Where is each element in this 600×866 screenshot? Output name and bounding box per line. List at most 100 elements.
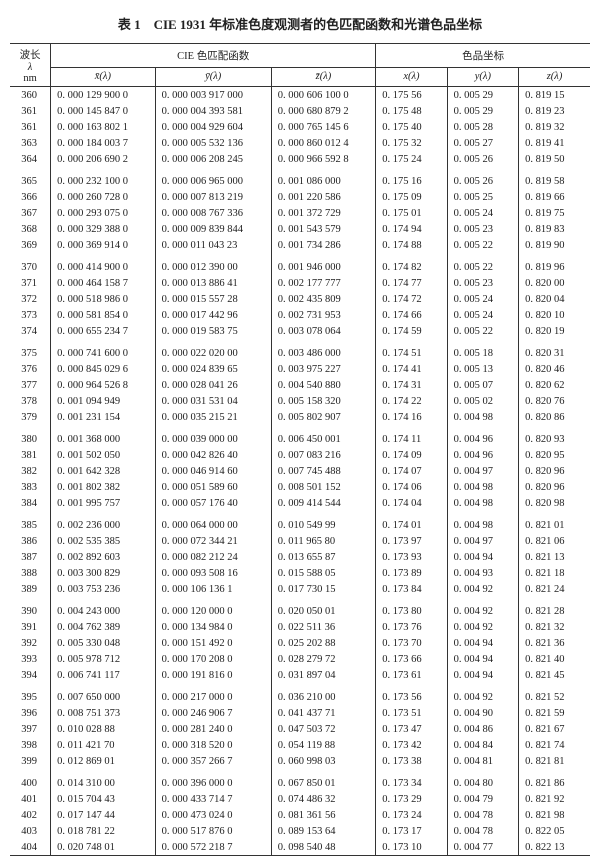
cell: 0. 173 38 (376, 753, 447, 769)
cell: 0. 173 24 (376, 807, 447, 823)
cell: 389 (10, 581, 51, 597)
cell: 0. 000 007 813 219 (155, 189, 271, 205)
cell: 0. 001 231 154 (51, 409, 156, 425)
header-ybar: ȳ(λ) (155, 67, 271, 86)
cell: 387 (10, 549, 51, 565)
table-row: 3630. 000 184 003 70. 000 005 532 1360. … (10, 135, 590, 151)
cell: 0. 001 368 000 (51, 431, 156, 447)
cell: 402 (10, 807, 51, 823)
cell: 0. 005 802 907 (271, 409, 376, 425)
cell: 0. 000 039 000 00 (155, 431, 271, 447)
cell: 0. 174 31 (376, 377, 447, 393)
cell: 0. 002 892 603 (51, 549, 156, 565)
cell: 0. 000 004 929 604 (155, 119, 271, 135)
cell: 0. 000 082 212 24 (155, 549, 271, 565)
cell: 0. 067 850 01 (271, 775, 376, 791)
cell: 373 (10, 307, 51, 323)
cell: 0. 174 88 (376, 237, 447, 253)
cell: 393 (10, 651, 51, 667)
header-chrom-group: 色品坐标 (376, 44, 590, 68)
cell: 0. 031 897 04 (271, 667, 376, 683)
cell: 0. 173 51 (376, 705, 447, 721)
cell: 0. 004 98 (447, 409, 518, 425)
cell: 0. 000 741 600 0 (51, 345, 156, 361)
cell: 0. 000 518 986 0 (51, 291, 156, 307)
cell: 0. 004 97 (447, 463, 518, 479)
cell: 0. 047 503 72 (271, 721, 376, 737)
cell: 0. 000 151 492 0 (155, 635, 271, 651)
cell: 0. 001 946 000 (271, 259, 376, 275)
cell: 0. 175 01 (376, 205, 447, 221)
table-row: 4020. 017 147 440. 000 473 024 00. 081 3… (10, 807, 590, 823)
cell: 0. 005 28 (447, 119, 518, 135)
cell: 0. 173 80 (376, 603, 447, 619)
cell: 0. 006 741 117 (51, 667, 156, 683)
cell: 0. 000 170 208 0 (155, 651, 271, 667)
cell: 0. 003 753 236 (51, 581, 156, 597)
cell: 0. 000 031 531 04 (155, 393, 271, 409)
cell: 0. 000 015 557 28 (155, 291, 271, 307)
table-row: 3600. 000 129 900 00. 000 003 917 0000. … (10, 87, 590, 104)
table-row: 3760. 000 845 029 60. 000 024 839 650. 0… (10, 361, 590, 377)
cell: 0. 007 745 488 (271, 463, 376, 479)
cell: 0. 000 064 000 00 (155, 517, 271, 533)
cell: 0. 822 13 (519, 839, 590, 856)
cell: 0. 017 730 15 (271, 581, 376, 597)
cell: 0. 821 81 (519, 753, 590, 769)
cell: 0. 000 163 802 1 (51, 119, 156, 135)
cell: 0. 000 217 000 0 (155, 689, 271, 705)
table-row: 3980. 011 421 700. 000 318 520 00. 054 1… (10, 737, 590, 753)
cell: 0. 004 93 (447, 565, 518, 581)
cell: 0. 000 318 520 0 (155, 737, 271, 753)
cell: 0. 174 94 (376, 221, 447, 237)
cell: 0. 005 29 (447, 103, 518, 119)
cell: 0. 000 008 767 336 (155, 205, 271, 221)
table-row: 3850. 002 236 0000. 000 064 000 000. 010… (10, 517, 590, 533)
cell: 360 (10, 87, 51, 104)
cell: 392 (10, 635, 51, 651)
cell: 0. 820 46 (519, 361, 590, 377)
cell: 0. 174 04 (376, 495, 447, 511)
cell: 0. 000 120 000 0 (155, 603, 271, 619)
cell: 0. 175 48 (376, 103, 447, 119)
cell: 0. 821 98 (519, 807, 590, 823)
cell: 0. 000 012 390 00 (155, 259, 271, 275)
cell: 404 (10, 839, 51, 856)
cell: 0. 000 184 003 7 (51, 135, 156, 151)
cell: 0. 005 26 (447, 173, 518, 189)
cell: 0. 005 13 (447, 361, 518, 377)
cell: 0. 000 145 847 0 (51, 103, 156, 119)
cell: 0. 000 357 266 7 (155, 753, 271, 769)
cell: 0. 822 05 (519, 823, 590, 839)
cell: 0. 173 84 (376, 581, 447, 597)
cell: 370 (10, 259, 51, 275)
cell: 0. 000 005 532 136 (155, 135, 271, 151)
cell: 0. 821 86 (519, 775, 590, 791)
cell: 0. 821 36 (519, 635, 590, 651)
cell: 0. 005 22 (447, 237, 518, 253)
cell: 0. 820 62 (519, 377, 590, 393)
cell: 0. 005 23 (447, 275, 518, 291)
header-wavelength: 波长λnm (10, 44, 51, 87)
cell: 369 (10, 237, 51, 253)
cell: 0. 000 013 886 41 (155, 275, 271, 291)
cell: 0. 005 02 (447, 393, 518, 409)
cell: 0. 000 246 906 7 (155, 705, 271, 721)
cell: 0. 036 210 00 (271, 689, 376, 705)
table-row: 3870. 002 892 6030. 000 082 212 240. 013… (10, 549, 590, 565)
cell: 0. 821 67 (519, 721, 590, 737)
cell: 0. 174 51 (376, 345, 447, 361)
cell: 0. 174 01 (376, 517, 447, 533)
cell: 0. 819 50 (519, 151, 590, 167)
cell: 0. 004 94 (447, 635, 518, 651)
cell: 0. 011 421 70 (51, 737, 156, 753)
cell: 0. 819 15 (519, 87, 590, 104)
cell: 0. 004 92 (447, 689, 518, 705)
cell: 0. 004 96 (447, 431, 518, 447)
cell: 0. 820 00 (519, 275, 590, 291)
table-row: 3960. 008 751 3730. 000 246 906 70. 041 … (10, 705, 590, 721)
cell: 0. 009 414 544 (271, 495, 376, 511)
header-x: x(λ) (376, 67, 447, 86)
cell: 0. 098 540 48 (271, 839, 376, 856)
cell: 0. 000 006 965 000 (155, 173, 271, 189)
